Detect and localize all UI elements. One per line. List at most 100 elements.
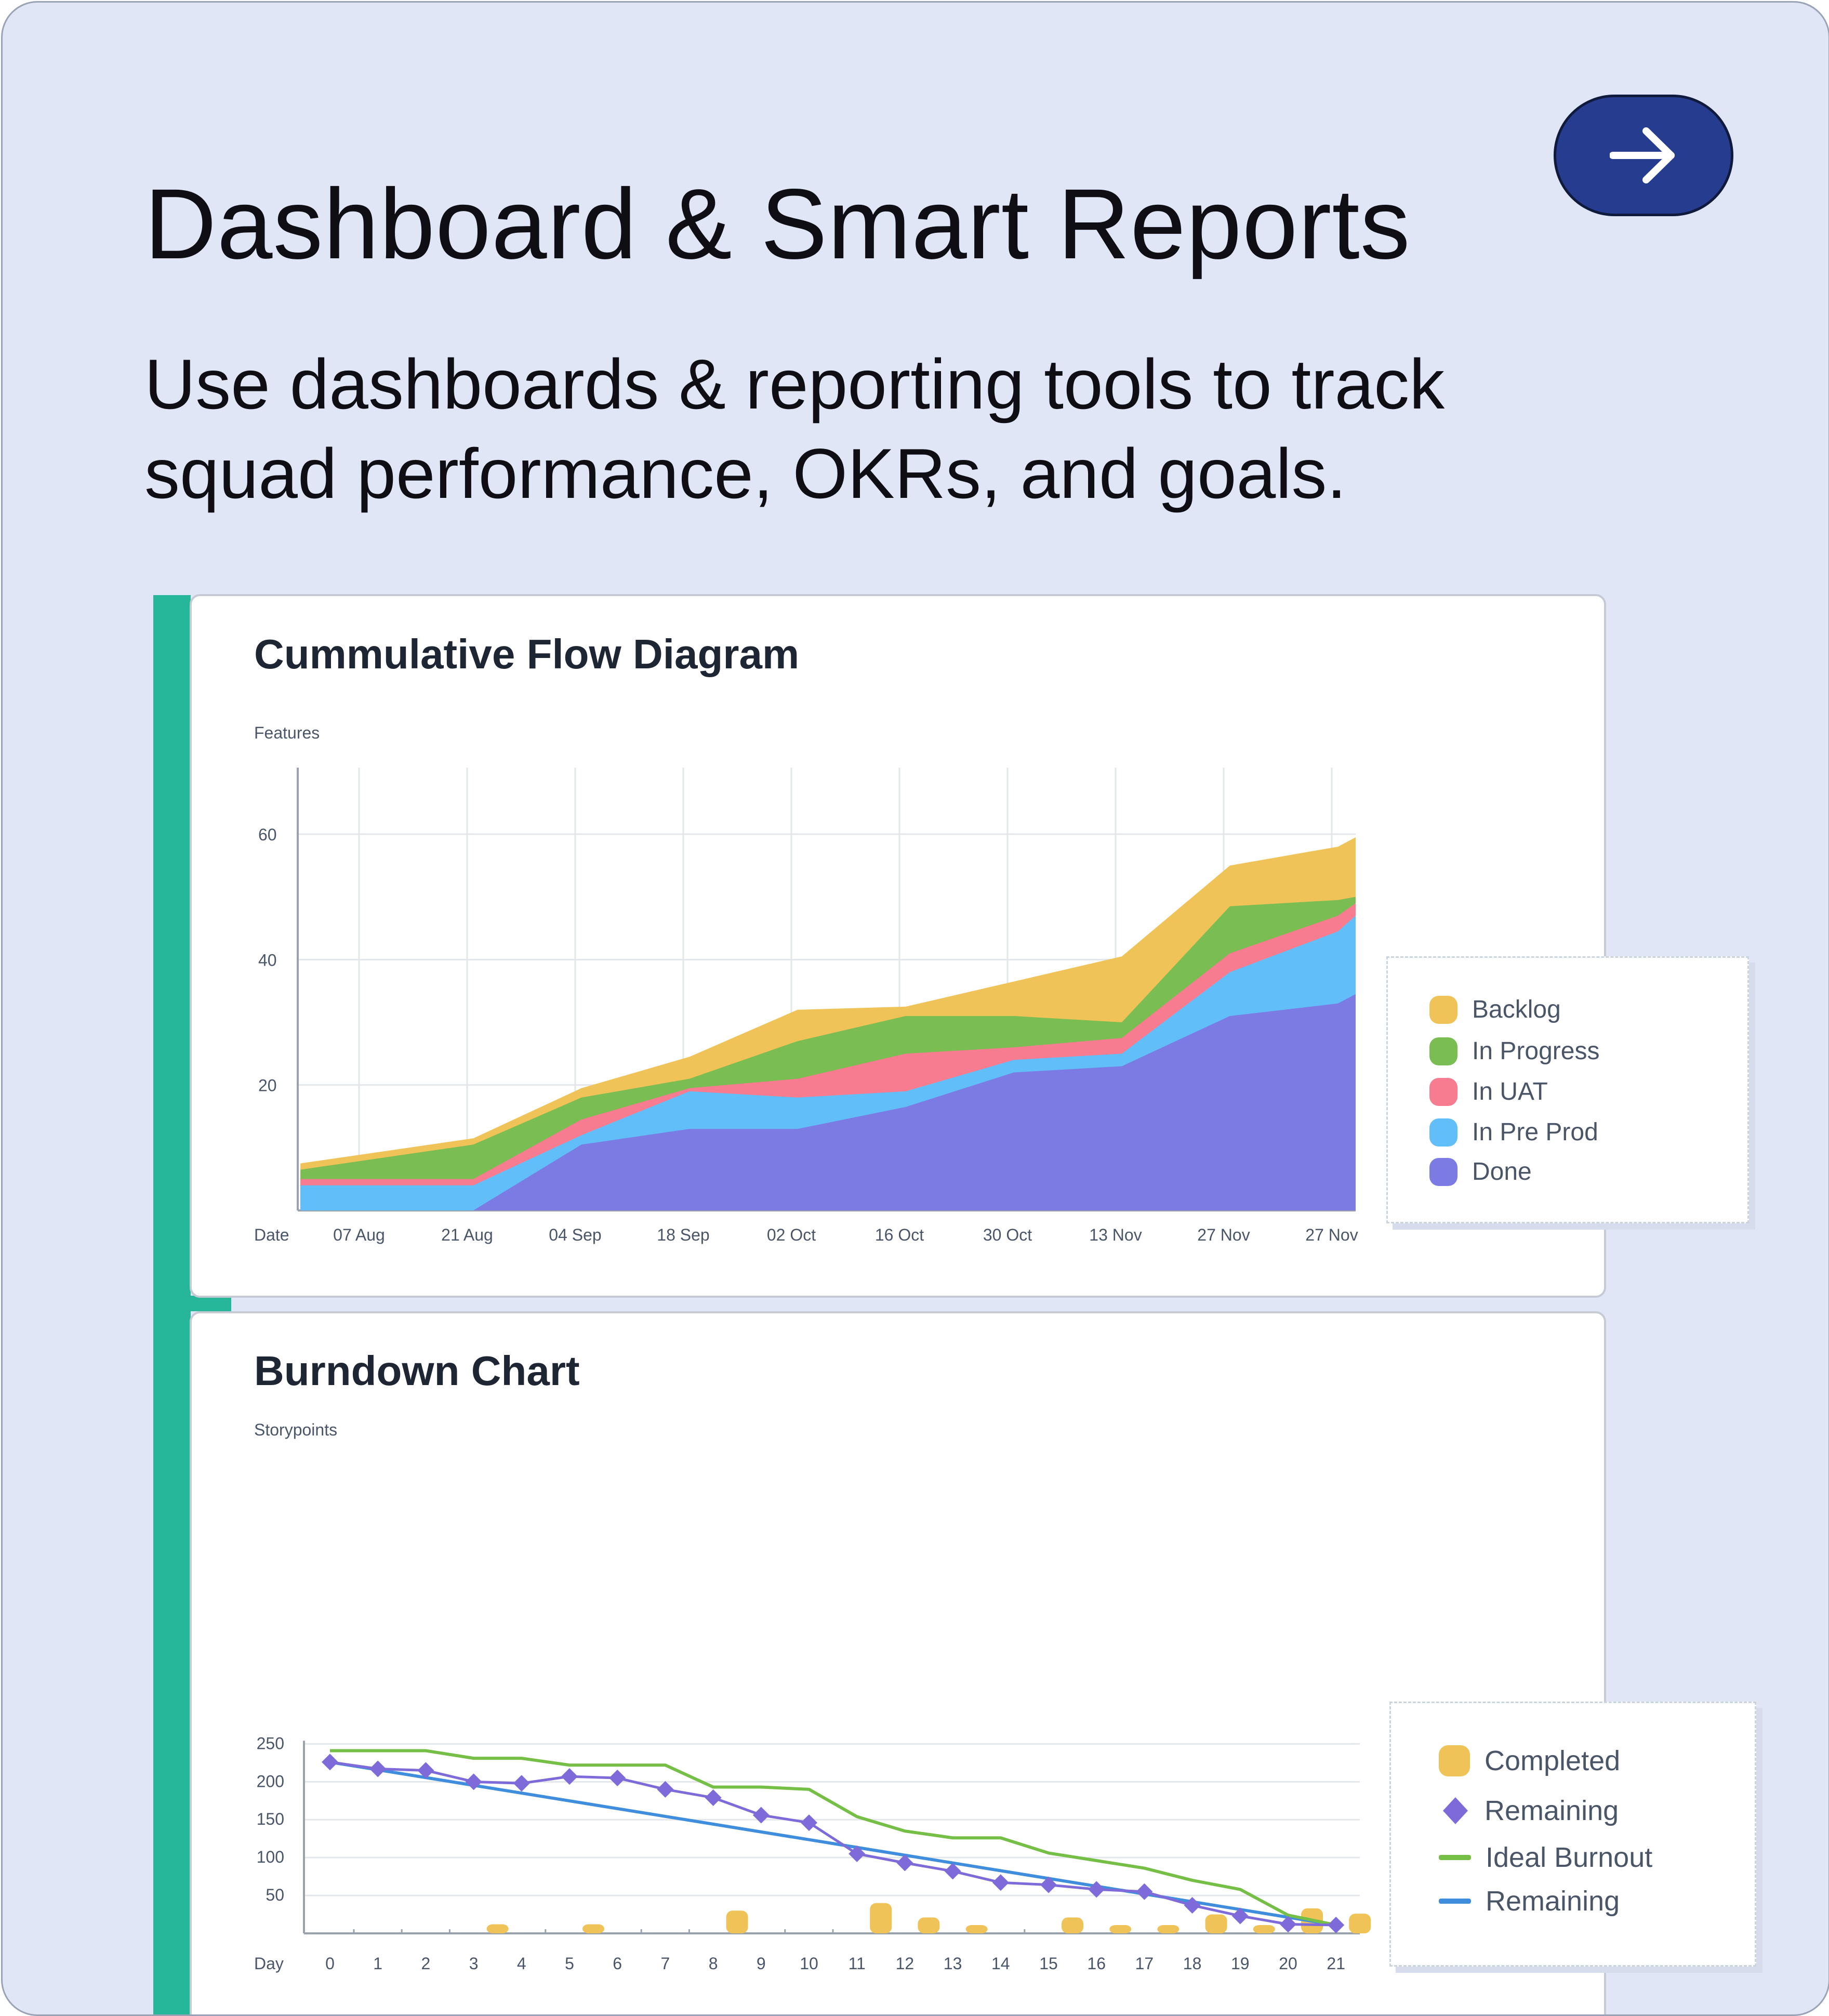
x-tick-label: 2	[421, 1954, 431, 1973]
x-tick-label: 4	[517, 1954, 526, 1973]
x-tick-label: 12	[896, 1954, 915, 1973]
completed-bar	[870, 1903, 892, 1933]
legend-label: Ideal Burnout	[1486, 1842, 1653, 1873]
y-tick-label: 100	[257, 1848, 284, 1866]
ideal-burnout-line	[330, 1749, 1336, 1927]
remaining-marker	[1328, 1916, 1345, 1933]
remaining-marker	[657, 1781, 674, 1798]
legend-label: In Pre Prod	[1472, 1118, 1598, 1146]
x-tick-label: 15	[1039, 1954, 1058, 1973]
completed-swatch	[1439, 1745, 1470, 1776]
x-tick-label: 20	[1279, 1954, 1297, 1973]
cfd-chart: 20 40 60 Features Date 07 Aug 21 Aug 04 Sep 18 S…	[254, 723, 1358, 1244]
y-tick-label: 60	[258, 825, 277, 844]
x-tick-label: 19	[1231, 1954, 1250, 1973]
remaining-marker	[752, 1807, 770, 1824]
burndown-grid	[304, 1743, 1360, 1896]
x-tick-label: 13	[944, 1954, 962, 1973]
burndown-panel: Burndown Chart Storypoints 50 100 150 200 250…	[190, 1311, 1606, 2014]
in-uat-swatch	[1429, 1077, 1457, 1106]
completed-bar	[1062, 1917, 1083, 1933]
diamond-icon	[1443, 1797, 1468, 1824]
accent-bar-notch	[184, 1296, 231, 1311]
legend-item-remaining-markers[interactable]: Remaining	[1441, 1795, 1619, 1827]
x-tick-label: 27 Nov	[1305, 1226, 1358, 1244]
remaining-marker	[322, 1754, 338, 1771]
x-tick-label: 11	[849, 1954, 866, 1973]
done-swatch	[1429, 1157, 1457, 1186]
x-tick-label: 18	[1183, 1954, 1202, 1973]
y-tick-label: 150	[257, 1810, 284, 1828]
remaining-marker	[417, 1762, 434, 1779]
legend-item-done[interactable]: Done	[1429, 1157, 1532, 1186]
x-tick-label: 10	[800, 1954, 818, 1973]
x-tick-label: 07 Aug	[333, 1226, 385, 1244]
remaining-marker	[1184, 1897, 1201, 1914]
cfd-panel: Cummulative Flow Diagram 20 40 60 Features D…	[190, 594, 1606, 1298]
page-subtitle: Use dashboards & reporting tools to trac…	[144, 345, 1445, 513]
remaining-marker	[1280, 1916, 1296, 1933]
x-tick-label: 13 Nov	[1089, 1226, 1142, 1244]
x-tick-label: 02 Oct	[767, 1226, 816, 1244]
x-tick-label: 14	[991, 1954, 1010, 1973]
x-tick-label: 21 Aug	[441, 1226, 493, 1244]
remaining-marker	[513, 1775, 530, 1792]
x-tick-label: 3	[469, 1954, 479, 1973]
completed-bar	[726, 1910, 748, 1933]
y-tick-label: 20	[258, 1076, 277, 1095]
legend-label: Remaining	[1486, 1886, 1620, 1917]
arrow-right-icon	[1610, 127, 1675, 183]
legend-item-in-pre-prod[interactable]: In Pre Prod	[1429, 1118, 1598, 1147]
x-axis-label: Date	[254, 1226, 289, 1244]
remaining-marker	[465, 1773, 482, 1790]
in-progress-swatch	[1429, 1037, 1457, 1065]
legend-label: Remaining	[1485, 1795, 1619, 1826]
burndown-title: Burndown Chart	[254, 1348, 580, 1394]
x-tick-label: 17	[1135, 1954, 1154, 1973]
y-tick-label: 40	[258, 951, 277, 969]
remaining-trend-line	[329, 1760, 1336, 1927]
completed-bar	[486, 1924, 509, 1933]
remaining-marker	[896, 1854, 913, 1872]
legend-item-in-progress[interactable]: In Progress	[1429, 1037, 1599, 1065]
x-tick-label: 9	[757, 1954, 766, 1973]
remaining-marker	[1231, 1907, 1249, 1925]
legend-label: In UAT	[1472, 1078, 1548, 1105]
legend-item-backlog[interactable]: Backlog	[1429, 995, 1561, 1024]
y-axis-label: Storypoints	[254, 1420, 337, 1439]
area-done	[300, 994, 1356, 1210]
x-tick-label: 8	[709, 1954, 718, 1973]
x-tick-label: 6	[613, 1954, 622, 1973]
x-tick-label: 0	[325, 1954, 335, 1973]
x-axis-label: Day	[254, 1954, 284, 1973]
remaining-marker	[561, 1768, 578, 1785]
completed-bar	[1349, 1914, 1371, 1933]
x-tick-label: 04 Sep	[549, 1226, 601, 1244]
next-button[interactable]	[1554, 95, 1733, 216]
y-axis-label: Features	[254, 723, 320, 742]
legend-item-completed[interactable]: Completed	[1439, 1745, 1620, 1777]
completed-bar	[918, 1917, 940, 1933]
x-tick-label: 16 Oct	[875, 1226, 924, 1244]
x-tick-label: 21	[1327, 1954, 1345, 1973]
y-tick-label: 200	[257, 1772, 284, 1790]
legend-item-ideal-burnout[interactable]: Ideal Burnout	[1439, 1841, 1652, 1874]
remaining-marker	[1040, 1876, 1057, 1893]
remaining-line	[329, 1760, 1336, 1927]
remaining-marker	[944, 1863, 961, 1880]
remaining-marker	[609, 1770, 626, 1787]
backlog-swatch	[1429, 995, 1457, 1024]
x-tick-label: 7	[661, 1954, 670, 1973]
legend-item-remaining-line[interactable]: Remaining	[1439, 1885, 1620, 1917]
x-tick-label: 30 Oct	[983, 1226, 1032, 1244]
x-tick-label: 27 Nov	[1197, 1226, 1250, 1244]
remaining-marker	[369, 1760, 387, 1777]
remaining-marker	[705, 1789, 722, 1806]
completed-bar	[1157, 1925, 1179, 1933]
remaining-marker	[992, 1874, 1009, 1891]
legend-item-in-uat[interactable]: In UAT	[1429, 1077, 1548, 1106]
legend-label: Backlog	[1472, 996, 1561, 1023]
legend-label: In Progress	[1472, 1037, 1600, 1065]
